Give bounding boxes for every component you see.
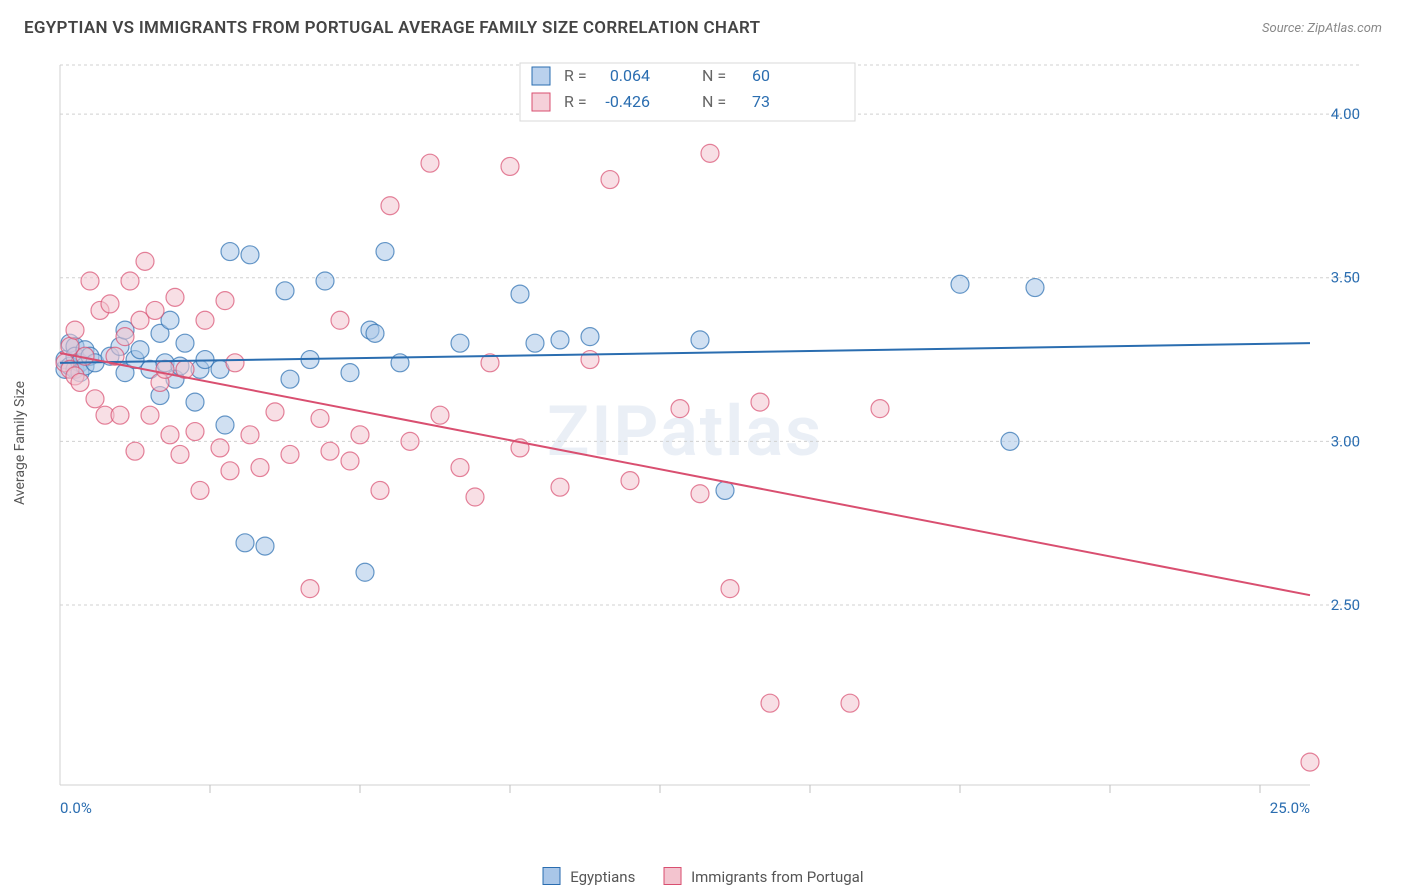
svg-text:73: 73: [752, 92, 770, 111]
svg-text:60: 60: [752, 66, 770, 85]
chart-title: EGYPTIAN VS IMMIGRANTS FROM PORTUGAL AVE…: [24, 18, 760, 38]
chart-source: Source: ZipAtlas.com: [1262, 21, 1382, 36]
svg-text:2.50: 2.50: [1331, 596, 1360, 614]
chart-area: Average Family Size ZIPatlas2.503.003.50…: [50, 55, 1380, 815]
svg-text:3.00: 3.00: [1331, 432, 1360, 450]
swatch-egyptians: [543, 867, 561, 885]
svg-text:25.0%: 25.0%: [1270, 799, 1310, 815]
svg-text:N =: N =: [702, 66, 726, 85]
legend-label-egyptians: Egyptians: [570, 868, 635, 886]
legend-label-portugal: Immigrants from Portugal: [691, 868, 863, 886]
svg-text:3.50: 3.50: [1331, 269, 1360, 287]
legend-item-egyptians: Egyptians: [543, 867, 636, 886]
svg-text:R =: R =: [564, 92, 587, 111]
swatch-portugal: [663, 867, 681, 885]
svg-text:0.0%: 0.0%: [60, 799, 92, 815]
bottom-legend: Egyptians Immigrants from Portugal: [543, 867, 864, 886]
y-axis-label: Average Family Size: [12, 381, 28, 505]
svg-text:0.064: 0.064: [610, 66, 650, 85]
svg-text:4.00: 4.00: [1331, 105, 1360, 123]
svg-text:R =: R =: [564, 66, 587, 85]
svg-text:-0.426: -0.426: [605, 92, 650, 111]
svg-text:N =: N =: [702, 92, 726, 111]
legend-item-portugal: Immigrants from Portugal: [663, 867, 863, 886]
